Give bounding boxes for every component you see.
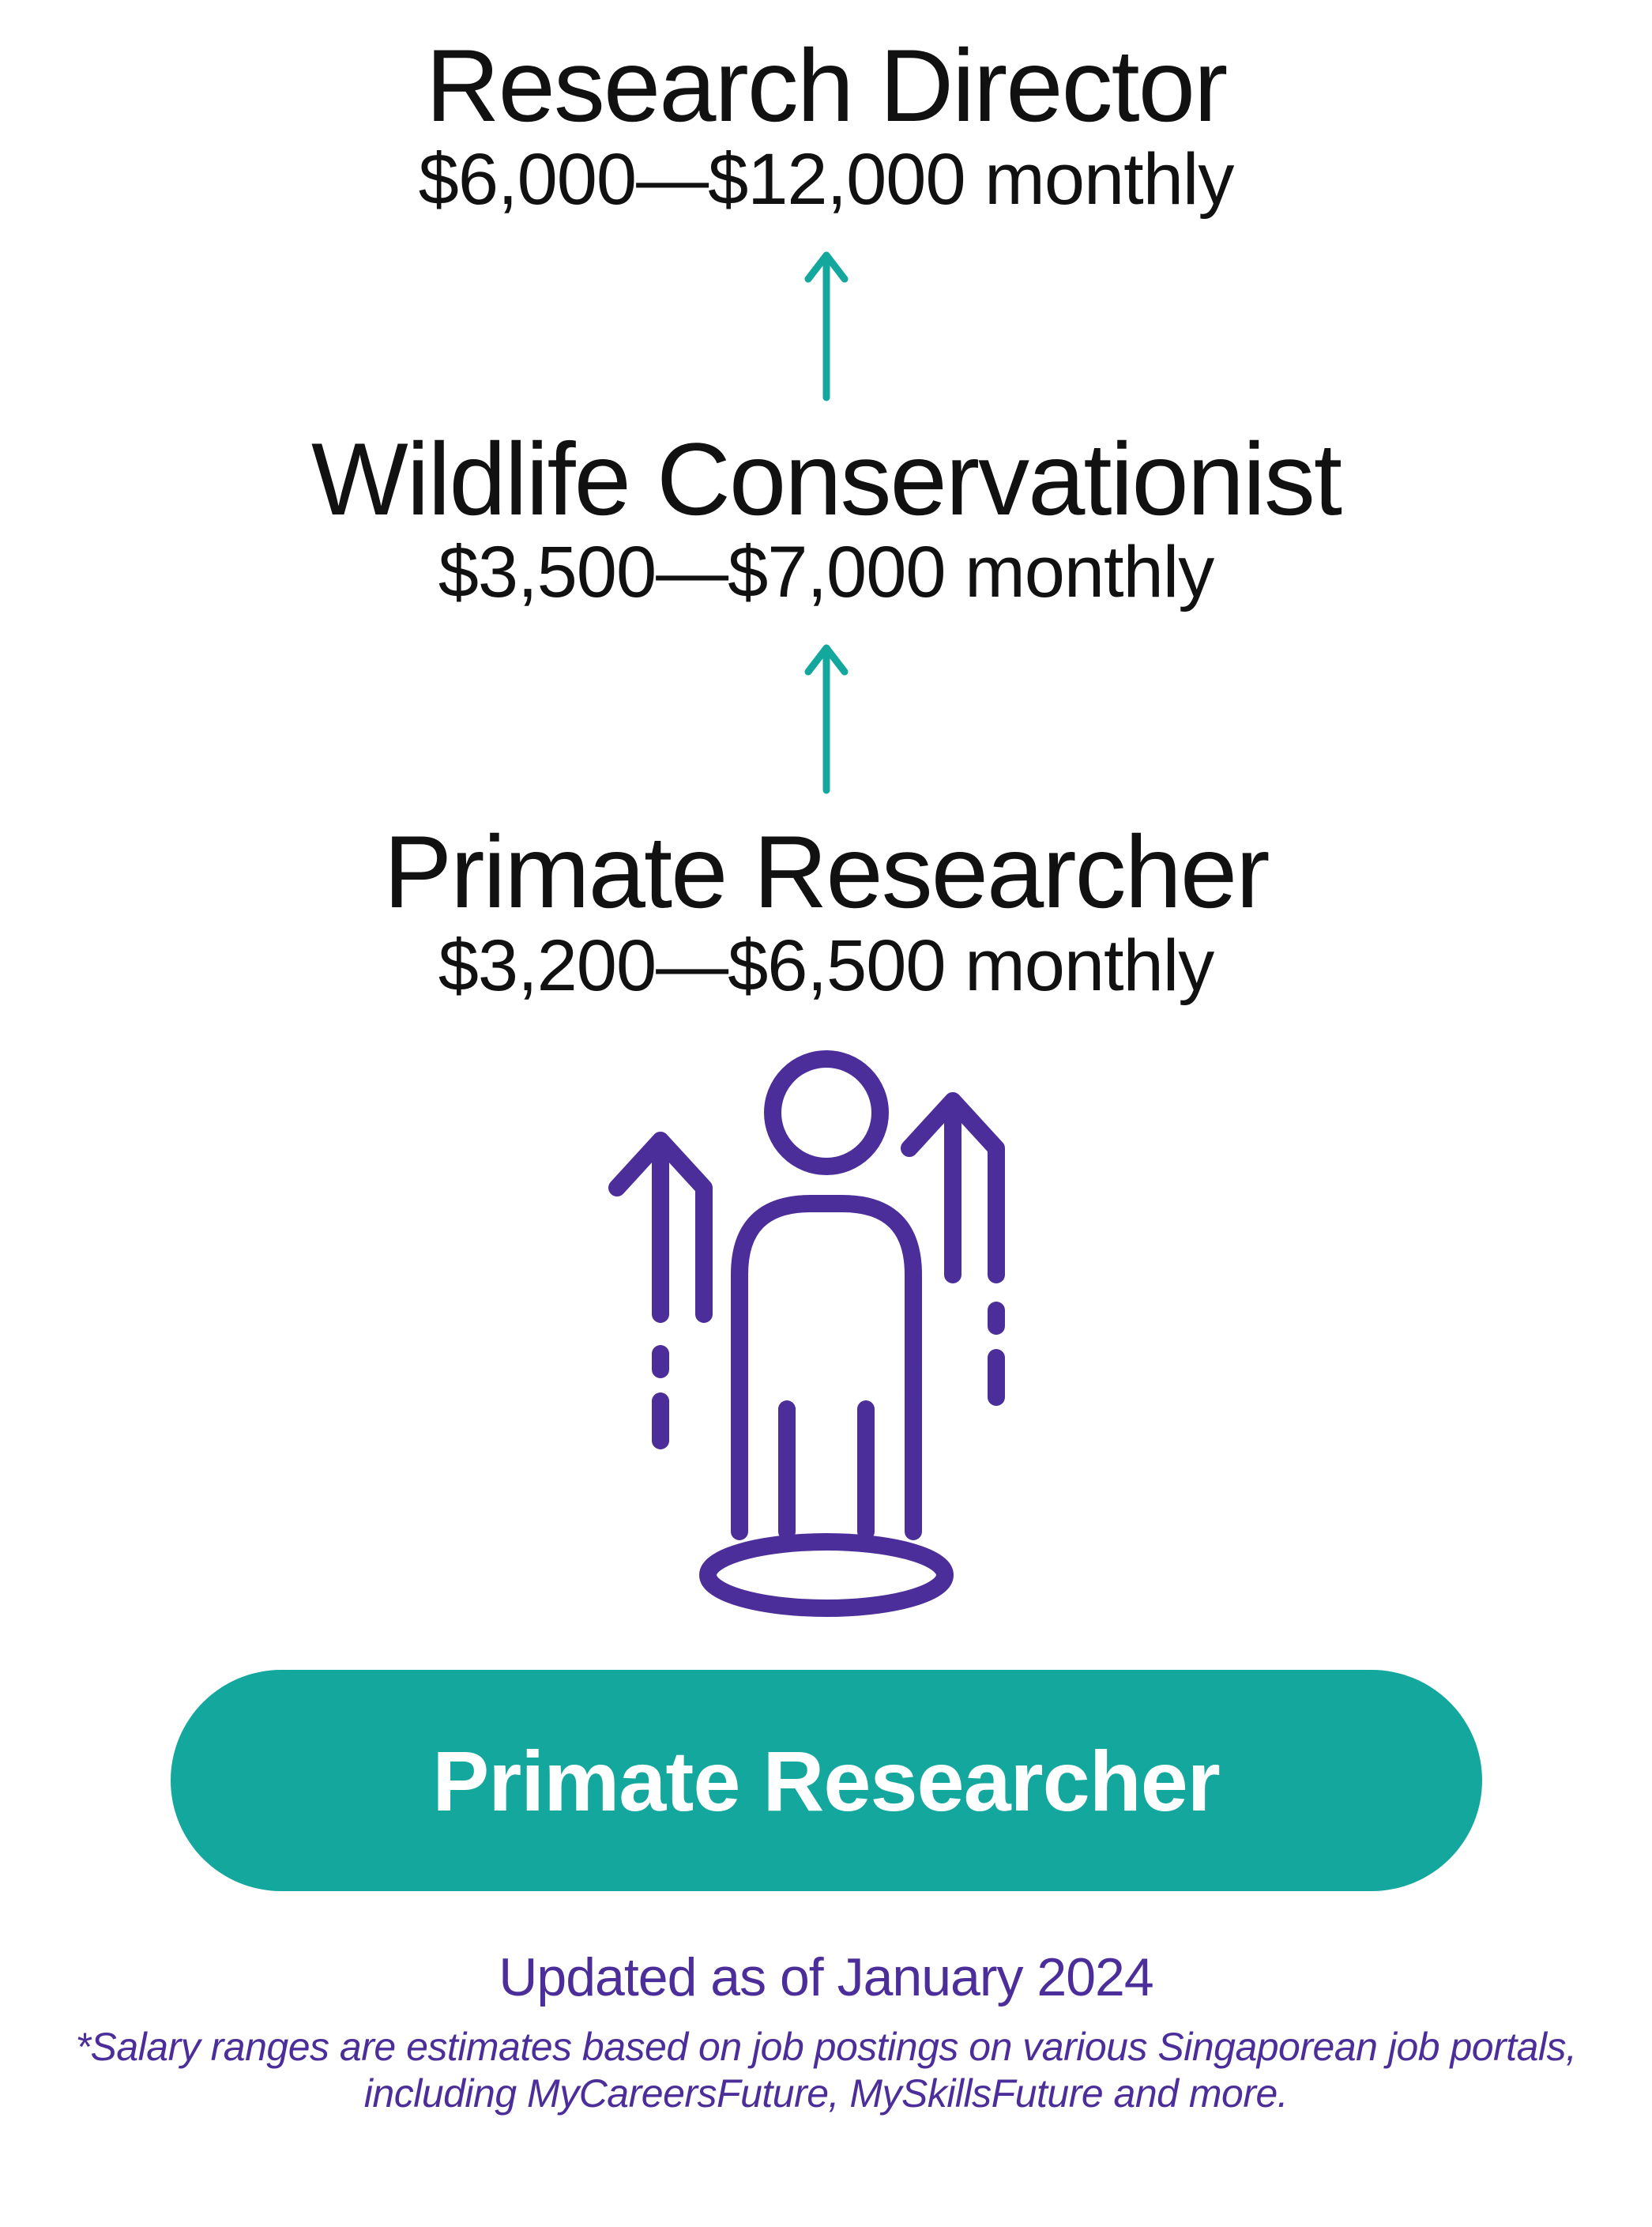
career-level-entry: Primate Researcher $3,200—$6,500 monthly <box>384 818 1269 1006</box>
level-title: Wildlife Conservationist <box>311 425 1341 533</box>
level-salary: $6,000—$12,000 monthly <box>419 140 1234 220</box>
updated-date: Updated as of January 2024 <box>499 1946 1153 2008</box>
footnote-line: *Salary ranges are estimates based on jo… <box>76 2024 1577 2071</box>
footnote-line: including MyCareersFuture, MySkillsFutur… <box>76 2071 1577 2117</box>
salary-footnote: *Salary ranges are estimates based on jo… <box>76 2024 1577 2117</box>
arrow-up-icon <box>799 636 854 794</box>
level-title: Primate Researcher <box>384 818 1269 926</box>
level-salary: $3,200—$6,500 monthly <box>384 926 1269 1006</box>
career-level-top: Research Director $6,000—$12,000 monthly <box>419 32 1234 220</box>
career-level-mid: Wildlife Conservationist $3,500—$7,000 m… <box>311 425 1341 613</box>
pill-label: Primate Researcher <box>432 1731 1220 1830</box>
person-growth-icon <box>542 1038 1111 1622</box>
current-role-pill: Primate Researcher <box>171 1670 1482 1891</box>
arrow-up-icon <box>799 243 854 401</box>
level-salary: $3,500—$7,000 monthly <box>311 533 1341 612</box>
level-title: Research Director <box>419 32 1234 140</box>
